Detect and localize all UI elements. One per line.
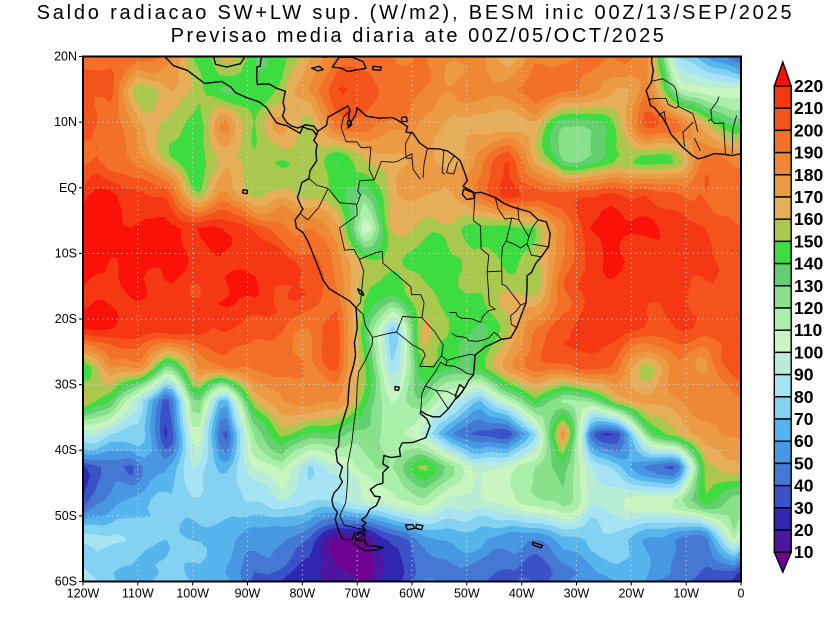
svg-text:190: 190 <box>794 143 823 163</box>
svg-text:90: 90 <box>794 365 814 385</box>
svg-text:210: 210 <box>794 98 823 118</box>
svg-text:110W: 110W <box>122 587 154 601</box>
svg-text:10W: 10W <box>673 587 699 601</box>
svg-text:10N: 10N <box>54 115 77 129</box>
svg-text:50: 50 <box>794 453 814 473</box>
svg-text:40W: 40W <box>509 587 535 601</box>
svg-text:150: 150 <box>794 231 823 251</box>
svg-text:20W: 20W <box>618 587 644 601</box>
svg-text:100: 100 <box>794 342 823 362</box>
svg-text:20: 20 <box>794 520 814 540</box>
svg-text:220: 220 <box>794 76 823 96</box>
svg-text:50W: 50W <box>454 587 480 601</box>
svg-text:90W: 90W <box>235 587 261 601</box>
svg-text:20N: 20N <box>54 50 77 64</box>
svg-text:40S: 40S <box>55 443 77 457</box>
svg-text:70: 70 <box>794 409 814 429</box>
svg-text:110: 110 <box>794 320 822 340</box>
svg-text:30: 30 <box>794 498 814 518</box>
svg-text:30S: 30S <box>55 378 77 392</box>
svg-text:70W: 70W <box>344 587 370 601</box>
svg-text:EQ: EQ <box>59 181 77 195</box>
svg-text:60S: 60S <box>55 575 77 589</box>
svg-text:160: 160 <box>794 209 823 229</box>
svg-text:80: 80 <box>794 387 814 407</box>
svg-text:60W: 60W <box>399 587 425 601</box>
svg-text:100W: 100W <box>176 587 209 601</box>
svg-text:10S: 10S <box>55 246 77 260</box>
svg-text:120: 120 <box>794 298 823 318</box>
svg-text:60: 60 <box>794 431 814 451</box>
svg-text:200: 200 <box>794 120 823 140</box>
svg-text:120W: 120W <box>67 587 100 601</box>
svg-text:40: 40 <box>794 476 814 496</box>
svg-text:80W: 80W <box>289 587 315 601</box>
svg-text:10: 10 <box>794 542 814 562</box>
svg-text:170: 170 <box>794 187 823 207</box>
svg-text:140: 140 <box>794 254 823 274</box>
svg-text:50S: 50S <box>55 509 77 523</box>
svg-text:130: 130 <box>794 276 823 296</box>
svg-text:0: 0 <box>738 587 745 601</box>
svg-text:20S: 20S <box>55 312 77 326</box>
svg-text:180: 180 <box>794 165 823 185</box>
svg-text:30W: 30W <box>564 587 590 601</box>
